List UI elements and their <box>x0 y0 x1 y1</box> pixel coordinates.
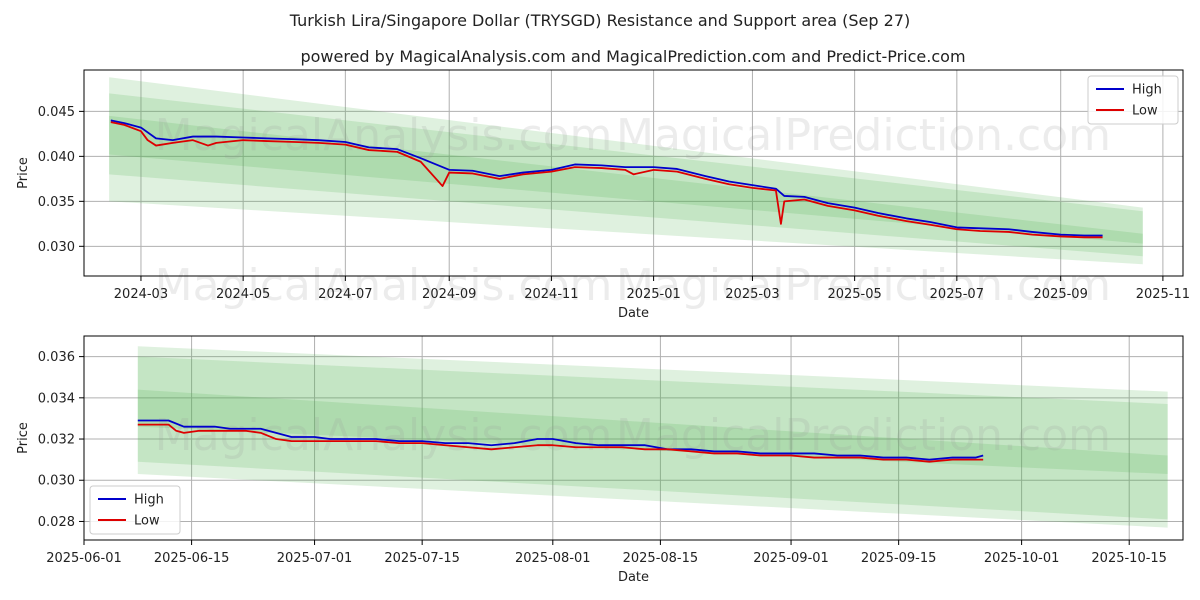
x-tick-label: 2024-03 <box>114 287 168 302</box>
watermark-prediction: MagicalPrediction.com <box>616 410 1111 461</box>
y-axis-label: Price <box>16 157 31 189</box>
chart-title: powered by MagicalAnalysis.com and Magic… <box>300 47 965 66</box>
x-tick-label: 2024-11 <box>524 287 578 302</box>
series-line-low <box>137 423 984 463</box>
suptitle: Turkish Lira/Singapore Dollar (TRYSGD) R… <box>289 11 911 30</box>
axes-frame <box>83 335 1184 541</box>
band-2 <box>137 389 1168 475</box>
legend-label-low: Low <box>134 514 160 529</box>
y-tick-label: 0.028 <box>38 515 75 530</box>
x-tick-label: 2025-10-01 <box>984 551 1060 566</box>
axes-frame <box>83 69 1184 277</box>
x-tick-label: 2025-11 <box>1136 287 1190 302</box>
watermark-analysis: MagicalAnalysis.com <box>155 260 613 311</box>
y-tick-label: 0.045 <box>38 105 75 120</box>
watermark-prediction: MagicalPrediction.com <box>616 110 1111 161</box>
x-tick-label: 2025-09-01 <box>753 551 829 566</box>
x-tick-label: 2025-08-01 <box>515 551 591 566</box>
x-tick-label: 2025-06-15 <box>154 551 230 566</box>
x-tick-label: 2025-05 <box>827 287 881 302</box>
x-tick-label: 2025-09 <box>1034 287 1088 302</box>
series-line-high <box>137 419 984 461</box>
x-tick-label: 2025-01 <box>626 287 680 302</box>
series-line-low <box>110 121 1103 239</box>
x-tick-label: 2025-07 <box>930 287 984 302</box>
y-tick-label: 0.030 <box>38 474 75 489</box>
x-tick-label: 2025-10-15 <box>1091 551 1167 566</box>
x-tick-label: 2024-05 <box>216 287 270 302</box>
legend: High Low <box>89 485 181 535</box>
legend-label-high: High <box>1132 83 1162 98</box>
x-tick-label: 2025-07-15 <box>384 551 460 566</box>
watermark-analysis: MagicalAnalysis.com <box>155 110 613 161</box>
x-tick-label: 2025-07-01 <box>277 551 353 566</box>
top-chart: MagicalAnalysis.com MagicalPrediction.com… <box>16 47 1190 321</box>
x-tick-label: 2025-08-15 <box>623 551 699 566</box>
x-tick-label: 2025-06-01 <box>46 551 122 566</box>
y-axis-label: Price <box>16 422 31 454</box>
legend: High Low <box>1087 75 1179 125</box>
y-tick-label: 0.036 <box>38 350 75 365</box>
y-tick-label: 0.030 <box>38 240 75 255</box>
y-tick-label: 0.035 <box>38 195 75 210</box>
bottom-chart: MagicalAnalysis.com MagicalPrediction.com… <box>16 335 1184 585</box>
watermark-prediction: MagicalPrediction.com <box>616 260 1111 311</box>
series-line-high <box>110 119 1103 237</box>
x-tick-label: 2025-03 <box>725 287 779 302</box>
watermark-analysis: MagicalAnalysis.com <box>155 410 613 461</box>
legend-label-low: Low <box>1132 104 1158 119</box>
y-tick-label: 0.040 <box>38 150 75 165</box>
band-0 <box>137 346 1168 528</box>
y-tick-label: 0.032 <box>38 433 75 448</box>
y-tick-label: 0.034 <box>38 391 75 406</box>
x-tick-label: 2024-07 <box>318 287 372 302</box>
legend-label-high: High <box>134 493 164 508</box>
band-1 <box>109 93 1143 257</box>
band-1 <box>137 356 1168 520</box>
x-tick-label: 2024-09 <box>422 287 476 302</box>
x-tick-label: 2025-09-15 <box>861 551 937 566</box>
x-axis-label: Date <box>618 306 649 321</box>
x-axis-label: Date <box>618 570 649 585</box>
